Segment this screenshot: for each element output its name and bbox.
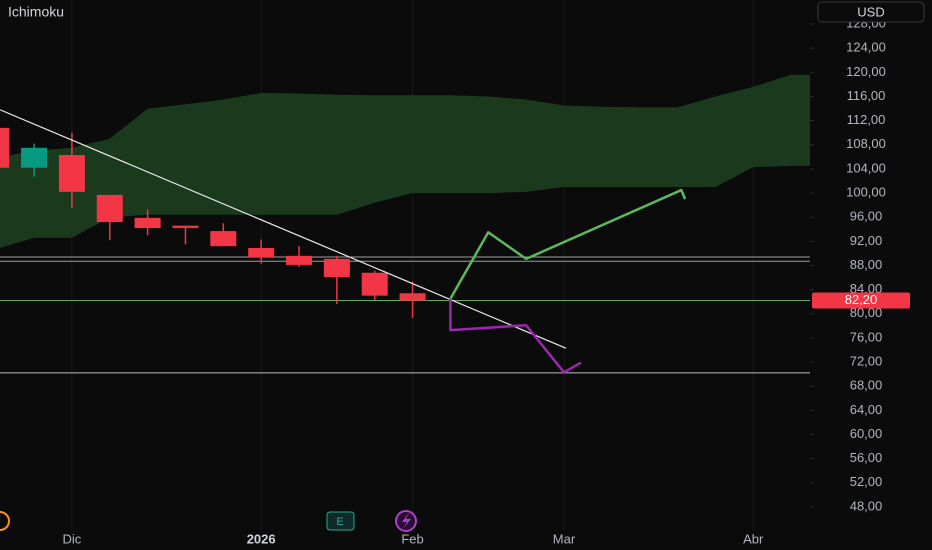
axes: 48,00 52,00 56,00 60,00 64,00 68,00 72,00 76,00… bbox=[63, 16, 910, 546]
x-tick-label: Mar bbox=[553, 531, 576, 546]
candle-body bbox=[210, 231, 237, 247]
y-tick-label: 68,00 bbox=[850, 378, 883, 393]
y-tick-label: 112,00 bbox=[847, 112, 886, 127]
candle-body bbox=[21, 147, 48, 168]
y-tick-label: 52,00 bbox=[850, 474, 883, 489]
y-tick-label: 76,00 bbox=[850, 329, 883, 344]
y-tick-label: 72,00 bbox=[850, 354, 883, 369]
dividend-icon[interactable] bbox=[0, 511, 10, 531]
trendline bbox=[0, 109, 567, 349]
candle-body bbox=[172, 225, 199, 229]
x-tick-label: 2026 bbox=[247, 531, 276, 546]
lightning bbox=[402, 513, 411, 529]
earnings-letter[interactable]: E bbox=[336, 516, 343, 528]
y-tick-label: 80,00 bbox=[850, 305, 883, 320]
grid bbox=[71, 0, 754, 530]
plot-area bbox=[0, 74, 810, 374]
y-tick-label: 60,00 bbox=[850, 426, 883, 441]
candle-body bbox=[361, 272, 388, 296]
y-tick-label: 84,00 bbox=[850, 281, 883, 296]
y-tick-label: 120,00 bbox=[846, 64, 886, 79]
candle-body bbox=[0, 127, 10, 168]
x-tick-label: Abr bbox=[743, 531, 764, 546]
y-tick-label: 56,00 bbox=[850, 450, 883, 465]
ichimoku-cloud bbox=[0, 74, 810, 248]
y-tick-label: 124,00 bbox=[846, 40, 886, 55]
projection-path bbox=[449, 188, 687, 300]
y-tick-label: 116,00 bbox=[847, 88, 886, 103]
currency[interactable]: USD bbox=[857, 4, 884, 19]
y-tick-label: 96,00 bbox=[850, 209, 883, 224]
candle-body bbox=[96, 194, 123, 223]
projection-path bbox=[449, 298, 582, 374]
last-price-label: 82,20 bbox=[845, 292, 878, 307]
candle-body bbox=[399, 293, 426, 301]
candle-body bbox=[286, 255, 313, 265]
y-tick-label: 92,00 bbox=[850, 233, 883, 248]
currency-box[interactable] bbox=[817, 1, 925, 23]
y-tick-label: 48,00 bbox=[850, 498, 883, 513]
candle-body bbox=[134, 217, 161, 229]
candle-body bbox=[248, 247, 275, 258]
indicator-title: Ichimoku bbox=[8, 4, 64, 20]
y-tick-label: 88,00 bbox=[850, 257, 883, 272]
y-tick-label: 64,00 bbox=[850, 402, 883, 417]
y-tick-label: 104,00 bbox=[846, 160, 886, 175]
y-tick-label: 100,00 bbox=[846, 185, 886, 200]
candle-body bbox=[323, 258, 350, 277]
x-tick-label: Dic bbox=[63, 531, 82, 546]
earnings-icon[interactable] bbox=[326, 511, 355, 531]
x-tick-label: Feb bbox=[401, 531, 423, 546]
last-price-badge bbox=[812, 292, 910, 309]
y-tick-label: 108,00 bbox=[846, 136, 886, 151]
candle-body bbox=[58, 155, 85, 192]
